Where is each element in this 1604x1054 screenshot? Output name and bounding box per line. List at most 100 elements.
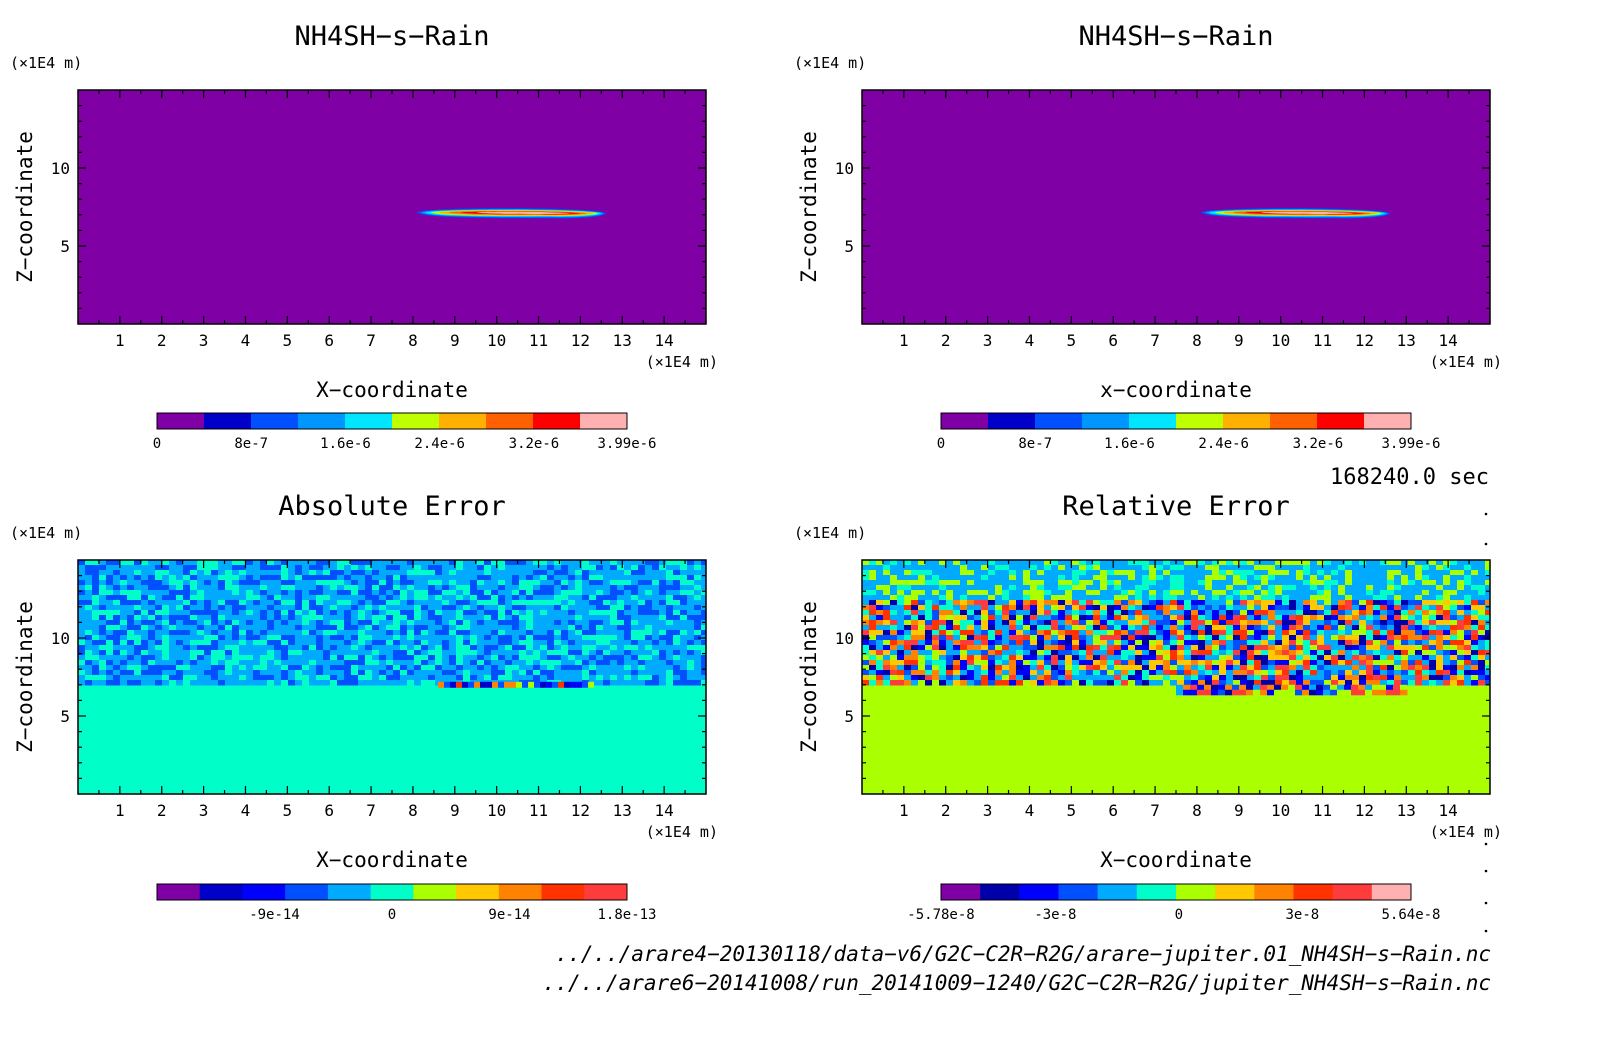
heatmap-cell bbox=[617, 655, 625, 661]
heatmap-cell bbox=[1086, 605, 1094, 611]
heatmap-cell bbox=[652, 605, 660, 611]
heatmap-cell bbox=[1016, 665, 1024, 671]
heatmap-cell bbox=[1107, 570, 1115, 576]
heatmap-cell bbox=[1205, 595, 1213, 601]
heatmap-cell bbox=[323, 565, 331, 571]
heatmap-cell bbox=[1478, 575, 1486, 581]
heatmap-cell bbox=[1023, 660, 1031, 666]
heatmap-cell bbox=[141, 585, 149, 591]
heatmap-cell bbox=[505, 565, 513, 571]
heatmap-cell bbox=[120, 645, 128, 651]
heatmap-cell bbox=[323, 580, 331, 586]
heatmap-cell bbox=[113, 630, 121, 636]
heatmap-cell bbox=[631, 590, 639, 596]
heatmap-cell bbox=[1401, 585, 1409, 591]
heatmap-cell bbox=[379, 660, 387, 666]
heatmap-cell bbox=[1373, 565, 1381, 571]
heatmap-cell bbox=[1394, 560, 1402, 566]
x-tick-label: 14 bbox=[1439, 331, 1458, 350]
heatmap-cell bbox=[162, 565, 170, 571]
heatmap-cell bbox=[113, 620, 121, 626]
heatmap-cell bbox=[526, 590, 534, 596]
heatmap-cell bbox=[267, 595, 275, 601]
heatmap-cell bbox=[1058, 635, 1066, 641]
heatmap-cell bbox=[701, 570, 706, 576]
heatmap-cell bbox=[491, 625, 499, 631]
heatmap-cell bbox=[449, 570, 457, 576]
heatmap-cell bbox=[561, 585, 569, 591]
heatmap-cell bbox=[127, 590, 135, 596]
heatmap-cell bbox=[421, 615, 429, 621]
heatmap-cell bbox=[1317, 585, 1325, 591]
y-tick-label: 10 bbox=[51, 159, 70, 178]
heatmap-cell bbox=[1009, 595, 1017, 601]
heatmap-cell bbox=[1268, 660, 1276, 666]
heatmap-cell bbox=[449, 630, 457, 636]
heatmap-cell bbox=[519, 650, 527, 656]
heatmap-cell bbox=[1296, 660, 1304, 666]
heatmap-cell bbox=[239, 665, 247, 671]
heatmap-cell bbox=[1128, 570, 1136, 576]
heatmap-cell bbox=[148, 670, 156, 676]
heatmap-cell bbox=[953, 605, 961, 611]
heatmap-cell bbox=[1128, 680, 1136, 686]
heatmap-cell bbox=[1338, 640, 1346, 646]
heatmap-cell bbox=[687, 580, 695, 586]
heatmap-cell bbox=[1352, 665, 1360, 671]
heatmap-cell bbox=[1142, 645, 1150, 651]
heatmap-cell bbox=[883, 595, 891, 601]
heatmap-cell bbox=[666, 560, 674, 566]
heatmap-cell bbox=[1037, 585, 1045, 591]
heatmap-cell bbox=[1016, 590, 1024, 596]
heatmap-cell bbox=[575, 655, 583, 661]
heatmap-cell bbox=[1023, 565, 1031, 571]
heatmap-cell bbox=[673, 635, 681, 641]
heatmap-cell bbox=[1436, 585, 1444, 591]
heatmap-cell bbox=[694, 630, 702, 636]
heatmap-cell bbox=[1394, 605, 1402, 611]
heatmap-cell bbox=[1016, 640, 1024, 646]
heatmap-cell bbox=[1324, 680, 1332, 686]
heatmap-cell bbox=[78, 655, 86, 661]
heatmap-cell bbox=[1030, 590, 1038, 596]
heatmap-cell bbox=[939, 560, 947, 566]
heatmap-cell bbox=[456, 585, 464, 591]
heatmap-cell bbox=[1415, 565, 1423, 571]
heatmap-cell bbox=[141, 670, 149, 676]
heatmap-cell bbox=[1128, 600, 1136, 606]
heatmap-cell bbox=[1177, 565, 1185, 571]
heatmap-cell bbox=[1065, 645, 1073, 651]
heatmap-cell bbox=[442, 655, 450, 661]
heatmap-cell bbox=[1338, 610, 1346, 616]
heatmap-cell bbox=[295, 675, 303, 681]
heatmap-cell bbox=[918, 575, 926, 581]
heatmap-cell bbox=[498, 660, 506, 666]
heatmap-cell bbox=[1240, 675, 1248, 681]
heatmap-cell bbox=[358, 650, 366, 656]
heatmap-cell bbox=[134, 625, 142, 631]
heatmap-cell bbox=[1002, 665, 1010, 671]
heatmap-cell bbox=[666, 640, 674, 646]
heatmap-cell bbox=[1261, 640, 1269, 646]
heatmap-cell bbox=[1002, 680, 1010, 686]
heatmap-cell bbox=[498, 670, 506, 676]
heatmap-cell bbox=[1058, 660, 1066, 666]
heatmap-cell bbox=[610, 615, 618, 621]
heatmap-cell bbox=[617, 665, 625, 671]
heatmap-cell bbox=[1072, 570, 1080, 576]
heatmap-cell bbox=[435, 595, 443, 601]
heatmap-cell bbox=[225, 675, 233, 681]
heatmap-cell bbox=[218, 595, 226, 601]
colorbar-swatch bbox=[1270, 413, 1318, 429]
heatmap-cell bbox=[302, 675, 310, 681]
heatmap-cell bbox=[1163, 570, 1171, 576]
heatmap-cell bbox=[407, 580, 415, 586]
heatmap-cell bbox=[995, 640, 1003, 646]
heatmap-cell bbox=[435, 600, 443, 606]
heatmap-cell bbox=[582, 575, 590, 581]
heatmap-cell bbox=[246, 655, 254, 661]
heatmap-cell bbox=[267, 570, 275, 576]
heatmap-cell bbox=[988, 665, 996, 671]
heatmap-cell bbox=[449, 610, 457, 616]
heatmap-cell bbox=[169, 665, 177, 671]
